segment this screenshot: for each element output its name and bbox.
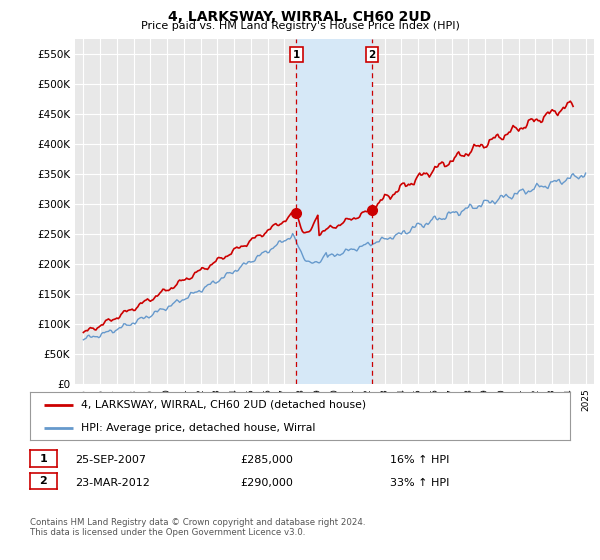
Text: Price paid vs. HM Land Registry's House Price Index (HPI): Price paid vs. HM Land Registry's House … bbox=[140, 21, 460, 31]
Text: Contains HM Land Registry data © Crown copyright and database right 2024.
This d: Contains HM Land Registry data © Crown c… bbox=[30, 518, 365, 538]
Text: 2: 2 bbox=[368, 49, 376, 59]
Text: 1: 1 bbox=[293, 49, 300, 59]
Text: 25-SEP-2007: 25-SEP-2007 bbox=[75, 455, 146, 465]
Text: 23-MAR-2012: 23-MAR-2012 bbox=[75, 478, 150, 488]
Bar bbox=[296, 39, 372, 384]
Text: 4, LARKSWAY, WIRRAL, CH60 2UD (detached house): 4, LARKSWAY, WIRRAL, CH60 2UD (detached … bbox=[82, 400, 367, 410]
Text: 33% ↑ HPI: 33% ↑ HPI bbox=[390, 478, 449, 488]
Text: 2: 2 bbox=[40, 476, 47, 486]
Text: 4, LARKSWAY, WIRRAL, CH60 2UD: 4, LARKSWAY, WIRRAL, CH60 2UD bbox=[169, 10, 431, 24]
Text: £285,000: £285,000 bbox=[240, 455, 293, 465]
Text: 1: 1 bbox=[40, 454, 47, 464]
Text: HPI: Average price, detached house, Wirral: HPI: Average price, detached house, Wirr… bbox=[82, 423, 316, 433]
Text: £290,000: £290,000 bbox=[240, 478, 293, 488]
Text: 16% ↑ HPI: 16% ↑ HPI bbox=[390, 455, 449, 465]
